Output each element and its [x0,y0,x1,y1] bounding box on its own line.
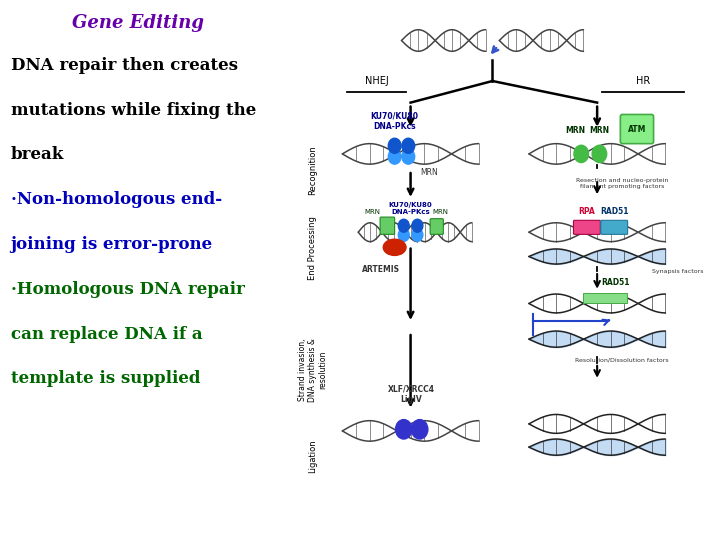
Text: ·Homologous DNA repair: ·Homologous DNA repair [11,281,245,298]
Circle shape [395,420,412,439]
Text: RAD51: RAD51 [600,207,629,216]
Text: KU70/KU80
DNA-PKcs: KU70/KU80 DNA-PKcs [389,202,433,215]
Text: mutations while fixing the: mutations while fixing the [11,102,256,118]
Text: MRN: MRN [432,209,448,215]
FancyBboxPatch shape [573,220,600,234]
Circle shape [574,145,588,163]
Text: ARTEMIS: ARTEMIS [362,265,400,274]
Text: KU70/KU80
DNA-PKcs: KU70/KU80 DNA-PKcs [371,111,418,131]
Text: joining is error-prone: joining is error-prone [11,236,212,253]
Text: Strand invasion,
DNA synthesis &
resolution: Strand invasion, DNA synthesis & resolut… [298,338,328,402]
Text: MRN: MRN [565,126,585,135]
Circle shape [388,149,401,164]
Circle shape [412,228,423,241]
Ellipse shape [383,239,406,255]
Circle shape [402,138,415,153]
Text: NHEJ: NHEJ [364,76,388,86]
Text: Gene Editing: Gene Editing [72,14,204,31]
Text: Ligation: Ligation [308,440,318,473]
Text: DNA repair then creates: DNA repair then creates [11,57,238,73]
Circle shape [398,219,409,232]
FancyBboxPatch shape [621,114,654,144]
Bar [583,293,626,303]
Text: XLF/XRCC4
LigIV: XLF/XRCC4 LigIV [388,384,435,404]
Text: ·Non-homologous end-: ·Non-homologous end- [11,191,222,208]
Text: Resection and nucleo-protein
filament promoting factors: Resection and nucleo-protein filament pr… [576,178,668,189]
FancyBboxPatch shape [380,217,395,234]
Text: break: break [11,146,64,163]
Text: template is supplied: template is supplied [11,370,200,387]
Text: Synapsis factors: Synapsis factors [652,269,703,274]
Circle shape [388,138,401,153]
Circle shape [402,149,415,164]
FancyBboxPatch shape [430,219,444,234]
Text: MRN: MRN [420,168,438,178]
Circle shape [412,219,423,232]
Text: End Processing: End Processing [308,217,318,280]
Circle shape [412,420,428,439]
Text: RAD51: RAD51 [601,278,629,287]
Text: MRN: MRN [590,126,609,135]
Text: can replace DNA if a: can replace DNA if a [11,326,202,342]
Text: Resolution/Dissolution factors: Resolution/Dissolution factors [575,357,669,362]
Text: ATM: ATM [628,125,647,133]
Text: HR: HR [636,76,649,86]
Text: RPA: RPA [578,207,595,216]
Circle shape [592,145,607,163]
Text: MRN: MRN [364,209,380,215]
FancyBboxPatch shape [600,220,628,234]
Circle shape [398,228,409,241]
Text: Recognition: Recognition [308,145,318,195]
